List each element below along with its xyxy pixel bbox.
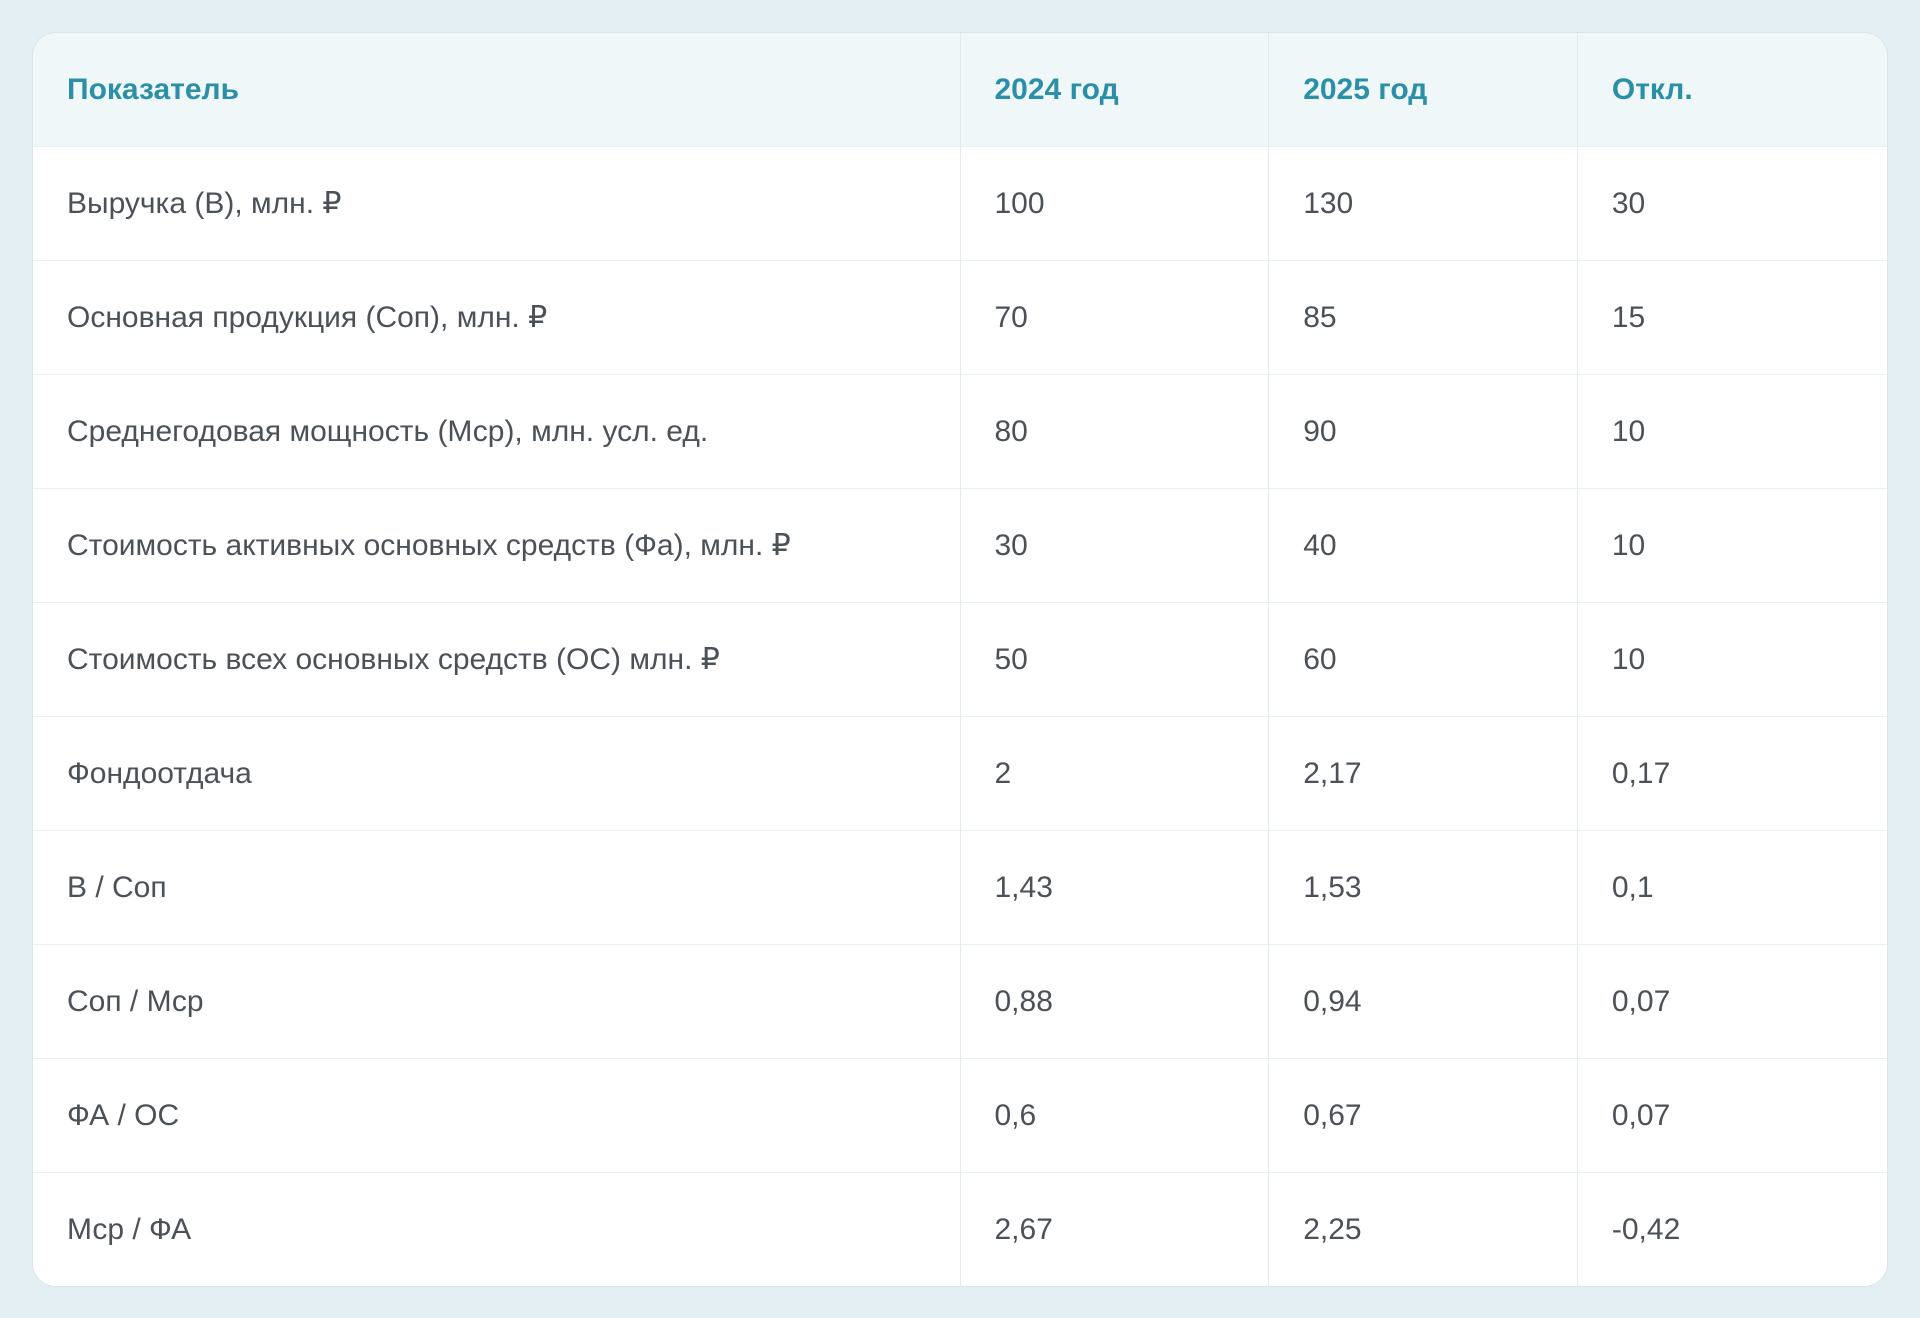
indicator-label-cell: Стоимость всех основных средств (ОС) млн… — [33, 602, 960, 717]
indicators-table: Показатель 2024 год 2025 год Откл. Выруч… — [33, 33, 1887, 1286]
indicator-label-cell: Среднегодовая мощность (Мср), млн. усл. … — [33, 374, 960, 489]
value-cell: 60 — [1268, 602, 1578, 717]
column-header-2024: 2024 год — [959, 33, 1269, 147]
value-cell: 2 — [959, 716, 1269, 831]
indicator-label-cell: Основная продукция (Соп), млн. ₽ — [33, 260, 960, 375]
value-cell: 2,67 — [959, 1172, 1269, 1286]
value-cell: 1,53 — [1268, 830, 1578, 945]
value-cell: 0,07 — [1576, 1058, 1887, 1173]
indicator-label-cell: Стоимость активных основных средств (Фа)… — [33, 488, 960, 603]
indicators-table-card: Показатель 2024 год 2025 год Откл. Выруч… — [32, 32, 1888, 1287]
value-cell: 0,07 — [1576, 944, 1887, 1059]
value-cell: 15 — [1576, 260, 1887, 375]
value-cell: 50 — [959, 602, 1269, 717]
table-row: Среднегодовая мощность (Мср), млн. усл. … — [33, 374, 1887, 489]
indicator-label-cell: Соп / Мср — [33, 944, 960, 1059]
value-cell: 100 — [959, 146, 1269, 261]
table-header-row: Показатель 2024 год 2025 год Откл. — [33, 33, 1887, 147]
value-cell: 30 — [1576, 146, 1887, 261]
value-cell: 0,88 — [959, 944, 1269, 1059]
value-cell: 10 — [1576, 374, 1887, 489]
value-cell: 0,1 — [1576, 830, 1887, 945]
value-cell: 10 — [1576, 602, 1887, 717]
value-cell: 130 — [1268, 146, 1578, 261]
value-cell: 0,94 — [1268, 944, 1578, 1059]
value-cell: 2,17 — [1268, 716, 1578, 831]
indicator-label-cell: Мср / ФА — [33, 1172, 960, 1286]
indicator-label-cell: ФА / ОС — [33, 1058, 960, 1173]
table-row: Фондоотдача 2 2,17 0,17 — [33, 716, 1887, 831]
value-cell: 85 — [1268, 260, 1578, 375]
table-row: Основная продукция (Соп), млн. ₽70 85 15 — [33, 260, 1887, 375]
value-cell: 0,17 — [1576, 716, 1887, 831]
indicator-label-cell: Выручка (В), млн. ₽ — [33, 146, 960, 261]
indicator-label-cell: Фондоотдача — [33, 716, 960, 831]
table-row: ФА / ОС 0,6 0,67 0,07 — [33, 1058, 1887, 1173]
value-cell: 80 — [959, 374, 1269, 489]
table-row: В / Соп 1,43 1,53 0,1 — [33, 830, 1887, 945]
value-cell: 0,67 — [1268, 1058, 1578, 1173]
value-cell: 70 — [959, 260, 1269, 375]
value-cell: 1,43 — [959, 830, 1269, 945]
value-cell: 40 — [1268, 488, 1578, 603]
table-body: Выручка (В), млн. ₽100 130 30 Основная прод… — [33, 146, 1887, 1286]
table-row: Выручка (В), млн. ₽100 130 30 — [33, 146, 1887, 261]
value-cell: 90 — [1268, 374, 1578, 489]
column-header-deviation: Откл. — [1576, 33, 1887, 147]
value-cell: 10 — [1576, 488, 1887, 603]
table-row: Мср / ФА 2,67 2,25 -0,42 — [33, 1172, 1887, 1286]
table-row: Стоимость всех основных средств (ОС) млн… — [33, 602, 1887, 717]
value-cell: 0,6 — [959, 1058, 1269, 1173]
column-header-indicator: Показатель — [33, 33, 960, 147]
table-row: Соп / Мср 0,88 0,94 0,07 — [33, 944, 1887, 1059]
indicator-label-cell: В / Соп — [33, 830, 960, 945]
value-cell: 2,25 — [1268, 1172, 1578, 1286]
column-header-2025: 2025 год — [1268, 33, 1578, 147]
value-cell: -0,42 — [1576, 1172, 1887, 1286]
table-row: Стоимость активных основных средств (Фа)… — [33, 488, 1887, 603]
value-cell: 30 — [959, 488, 1269, 603]
